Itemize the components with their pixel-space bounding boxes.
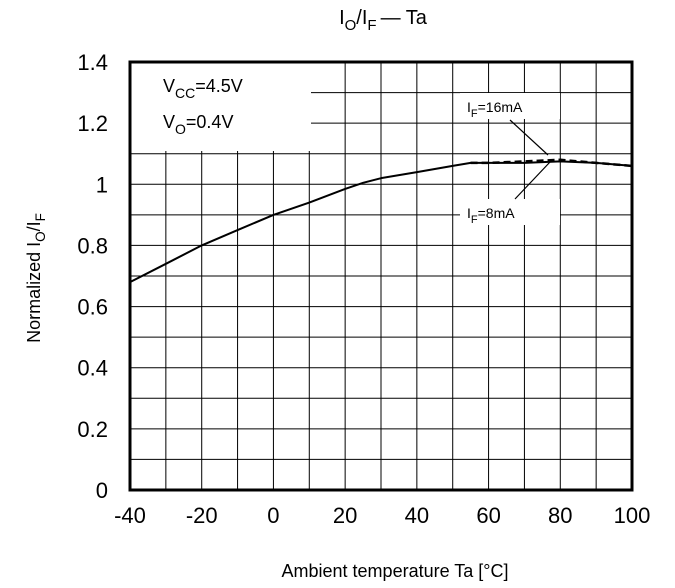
condition-label: VO=0.4V — [163, 112, 233, 137]
x-tick-label: 40 — [405, 503, 429, 528]
x-tick-label: -40 — [114, 503, 146, 528]
y-tick-label: 0.8 — [77, 233, 108, 258]
x-tick-labels: -40 -20 0 20 40 60 80 100 — [114, 503, 650, 528]
x-tick-label: 100 — [614, 503, 651, 528]
y-axis-label: Normalized IO/IF — [24, 213, 48, 343]
y-tick-label: 1.2 — [77, 111, 108, 136]
x-tick-label: 20 — [333, 503, 357, 528]
conditions-background — [131, 63, 311, 151]
annotation-label: IF=8mA — [467, 205, 515, 226]
series-line-2 — [470, 158, 633, 168]
y-tick-label: 0.4 — [77, 356, 108, 381]
y-tick-labels: 0 0.2 0.4 0.6 0.8 1 1.2 1.4 — [77, 50, 108, 503]
y-tick-label: 0.2 — [77, 417, 108, 442]
y-tick-label: 1.4 — [77, 50, 108, 75]
x-axis-label: Ambient temperature Ta [°C] — [282, 561, 509, 581]
x-tick-label: 60 — [476, 503, 500, 528]
y-tick-label: 0.6 — [77, 295, 108, 320]
plot-frame — [128, 60, 634, 492]
y-tick-label: 1 — [96, 172, 108, 197]
x-tick-label: 0 — [267, 503, 279, 528]
conditions-box: VCC=4.5V VO=0.4V — [131, 63, 311, 151]
x-tick-label: 80 — [548, 503, 572, 528]
series-group — [129, 158, 633, 283]
y-tick-label: 0 — [96, 478, 108, 503]
annotation-label: IF=16mA — [467, 99, 523, 120]
series-line-1 — [129, 160, 633, 283]
condition-label: VCC=4.5V — [163, 76, 243, 101]
annotation-leader — [514, 161, 551, 200]
chart-title: IO/IF — Ta — [339, 7, 428, 34]
annotation-leader — [509, 119, 549, 156]
annotation-background — [460, 93, 560, 119]
annotations: IF=16mA IF=8mA — [460, 93, 560, 226]
annotation-background — [460, 199, 560, 225]
x-tick-label: -20 — [186, 503, 218, 528]
